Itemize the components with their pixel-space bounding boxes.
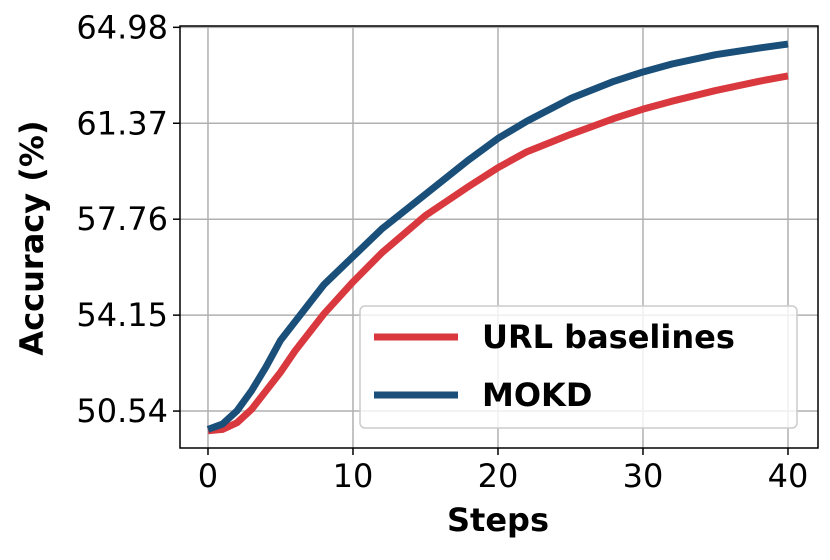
y-axis-label: Accuracy (%)	[13, 120, 51, 355]
y-tick-label: 61.37	[76, 104, 168, 142]
x-tick-label: 30	[623, 457, 664, 495]
x-axis-label: Steps	[447, 501, 549, 539]
legend: URL baselines MOKD	[359, 305, 798, 429]
x-tick-label: 20	[478, 457, 519, 495]
x-tick-label: 0	[198, 457, 218, 495]
plot-frame	[179, 25, 819, 449]
legend-label: URL baselines	[482, 318, 735, 356]
legend-label: MOKD	[482, 376, 592, 414]
y-tick-label: 50.54	[76, 392, 168, 430]
line-series	[206, 40, 789, 433]
y-tick-label: 54.15	[76, 296, 168, 334]
y-tick-label: 64.98	[76, 8, 168, 46]
y-tick-label: 57.76	[76, 200, 168, 238]
x-tick-label: 40	[768, 457, 809, 495]
legend-box	[359, 305, 798, 429]
line-series	[207, 72, 789, 435]
x-tick-label: 10	[333, 457, 374, 495]
